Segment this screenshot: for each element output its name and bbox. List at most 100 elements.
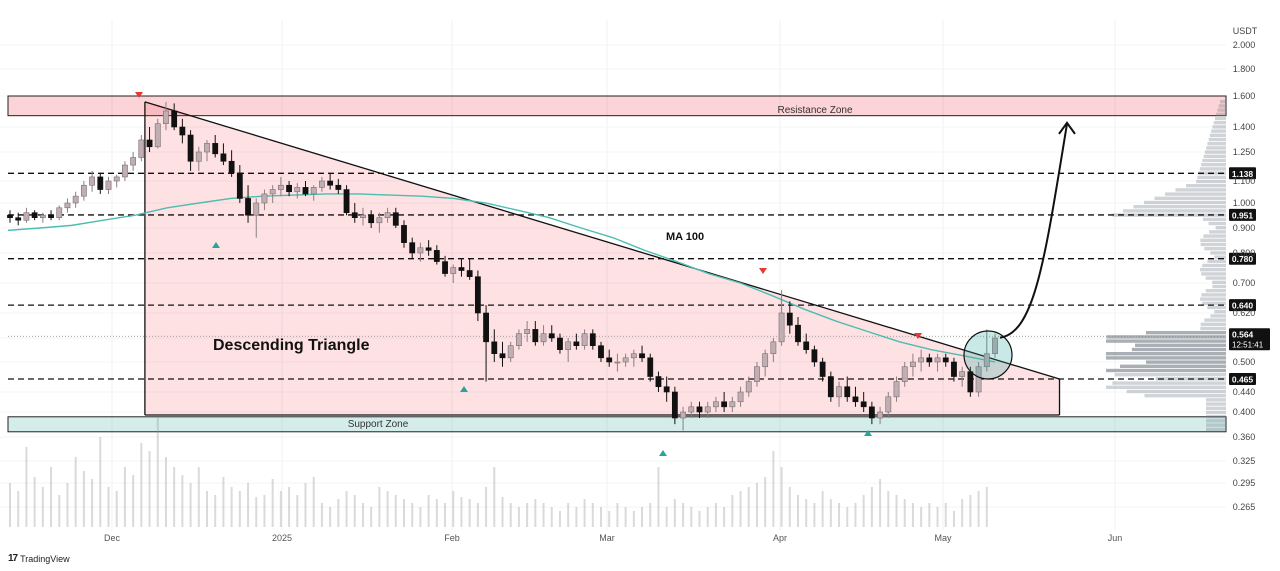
volume-profile-bar xyxy=(1208,221,1226,226)
volume-bar xyxy=(903,499,906,527)
volume-profile-bar xyxy=(1201,272,1226,276)
candle-body xyxy=(483,312,489,343)
breakout-circle xyxy=(963,330,1013,380)
volume-bar xyxy=(58,495,61,527)
horizontal-levels xyxy=(8,172,1226,380)
candle-body xyxy=(934,357,941,363)
volume-profile-bar xyxy=(1200,238,1226,242)
volume-profile-bar xyxy=(1202,301,1226,305)
volume-bar xyxy=(797,495,799,527)
volume-bar xyxy=(50,467,53,527)
candle-body xyxy=(910,361,916,368)
volume-profile-bar xyxy=(1206,419,1226,423)
volume-bar xyxy=(329,507,332,527)
volume-bar xyxy=(879,479,882,527)
volume-bar xyxy=(386,491,389,527)
candle-body xyxy=(122,164,128,178)
volume-profile-bar xyxy=(1207,305,1226,310)
time-tick-label: Apr xyxy=(773,533,787,543)
candle-body xyxy=(228,160,235,174)
candle-body xyxy=(967,371,974,393)
candle-body xyxy=(474,276,481,314)
candle-body xyxy=(204,143,210,153)
volume-profile-bar xyxy=(1204,150,1226,154)
volume-bar xyxy=(673,499,676,527)
volume-bar xyxy=(115,491,118,527)
candle-body xyxy=(212,143,219,155)
volume-bar xyxy=(345,491,348,527)
level-price-tag xyxy=(1229,299,1256,312)
volume-profile-bar xyxy=(1196,179,1226,184)
time-axis[interactable]: Dec 2025 Feb Mar Apr May Jun xyxy=(104,533,1122,543)
volume-bar xyxy=(534,499,537,527)
volume-profile-bar xyxy=(1204,247,1226,251)
candle-body xyxy=(48,214,54,218)
candle-body xyxy=(532,329,539,343)
volume-profile-bar xyxy=(1211,129,1226,133)
candle-body xyxy=(811,349,818,363)
volume-profile-bar xyxy=(1154,196,1226,200)
candle-body xyxy=(877,411,883,419)
volume-bar xyxy=(123,467,126,527)
volume-bar xyxy=(82,471,85,527)
volume-bar xyxy=(641,507,644,527)
candle-body xyxy=(130,157,137,166)
candle-body xyxy=(844,386,851,398)
last-price-tag xyxy=(1229,328,1270,351)
level-price-tag xyxy=(1229,208,1256,221)
candle-body xyxy=(335,184,342,190)
volume-bar xyxy=(714,503,717,527)
volume-profile-bar xyxy=(1106,368,1226,373)
volume-profile-bar xyxy=(1200,242,1226,247)
volume-bar xyxy=(600,507,602,527)
volume-bar xyxy=(41,487,44,527)
candle-body xyxy=(409,242,416,254)
volume-bar xyxy=(296,495,299,527)
level-price-label: 0.640 xyxy=(1232,301,1254,311)
volume-profile-bar xyxy=(1197,175,1226,179)
candle-body xyxy=(795,324,801,343)
candle-body xyxy=(630,353,637,359)
volume-bar xyxy=(526,503,529,527)
volume-bar xyxy=(788,487,791,527)
volume-bar xyxy=(74,457,77,527)
trough-marker-icon xyxy=(460,386,468,392)
tradingview-brand[interactable]: 17 TradingView xyxy=(8,553,70,564)
candle-body xyxy=(663,386,670,393)
volume-bar xyxy=(107,487,110,527)
volume-profile-bar xyxy=(1186,184,1226,188)
volume-bar xyxy=(591,503,594,527)
peak-marker-icon xyxy=(135,92,143,98)
candle-body xyxy=(491,341,498,354)
candle-body xyxy=(433,250,440,262)
trough-marker-icon xyxy=(864,430,872,436)
resistance-zone-label: Resistance Zone xyxy=(777,105,852,116)
volume-bar xyxy=(263,495,266,527)
volume-profile-bar xyxy=(1144,200,1226,205)
volume-profile-bar xyxy=(1212,280,1226,284)
candle-body xyxy=(195,151,202,162)
candle-body xyxy=(598,345,604,359)
volume-bar xyxy=(99,437,102,527)
volume-bars xyxy=(9,417,988,527)
volume-profile-bar xyxy=(1106,385,1226,389)
candle-body xyxy=(959,371,966,377)
candle-body xyxy=(113,176,120,182)
candle-body xyxy=(89,176,95,186)
volume-bar xyxy=(690,507,693,527)
volume-bar xyxy=(222,477,225,527)
volume-profile-bar xyxy=(1145,331,1226,335)
volume-bar xyxy=(895,495,898,527)
volume-profile-bar xyxy=(1204,318,1226,322)
volume-profile-bar xyxy=(1202,217,1226,221)
price-axis[interactable]: 1.138 0.951 0.780 0.640 0.465 2.000 1.800 1.600… xyxy=(1229,40,1270,512)
volume-bar xyxy=(870,487,873,527)
price-tick-label: 1.800 xyxy=(1233,64,1256,74)
candle-body xyxy=(770,341,777,354)
volume-bar xyxy=(608,511,611,527)
candle-body xyxy=(302,187,309,195)
volume-bar xyxy=(952,511,955,527)
candle-body xyxy=(499,353,506,359)
candle-body xyxy=(918,357,925,363)
